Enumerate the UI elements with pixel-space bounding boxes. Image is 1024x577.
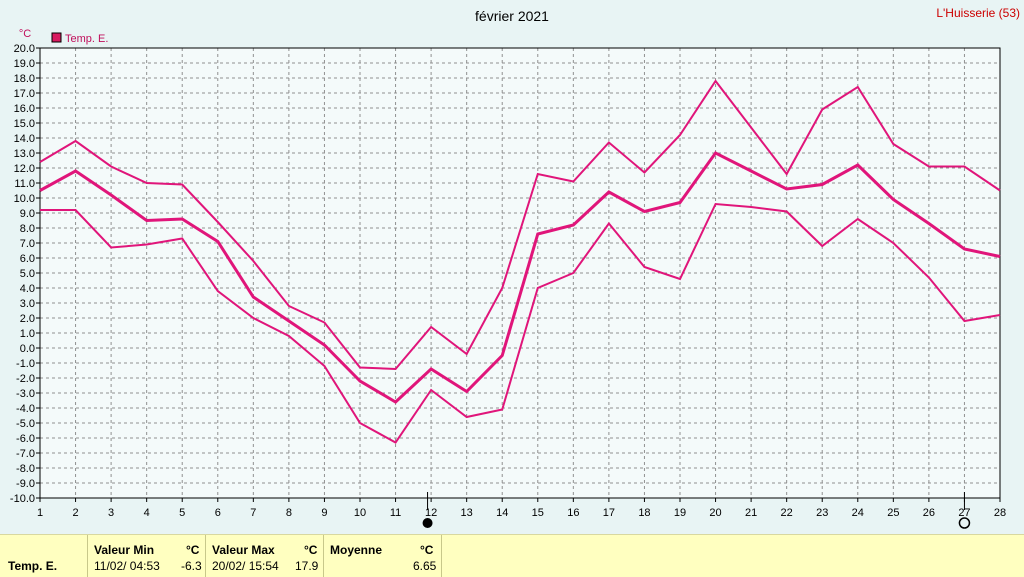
x-tick-label: 28 — [994, 507, 1006, 519]
y-tick-label: 7.0 — [20, 238, 35, 250]
legend-label: Temp. E. — [65, 33, 108, 45]
plot-frame — [39, 47, 1001, 499]
stats-separator — [87, 535, 88, 577]
y-tick-label: -10.0 — [10, 493, 35, 505]
x-tick-label: 19 — [674, 507, 686, 519]
y-tick-label: 10.0 — [14, 193, 35, 205]
x-tick-label: 22 — [781, 507, 793, 519]
stats-min-value: -6.3 — [181, 559, 202, 573]
x-tick-label: 15 — [532, 507, 544, 519]
x-tick-label: 17 — [603, 507, 615, 519]
x-tick-label: 26 — [923, 507, 935, 519]
temperature-chart: février 2021 L'Huisserie (53) °C Temp. E… — [10, 6, 1020, 529]
stats-series-label: Temp. E. — [8, 559, 58, 573]
stats-min-header: Valeur Min — [94, 543, 155, 557]
y-tick-label: -2.0 — [16, 373, 35, 385]
stats-min-date: 11/02/ 04:53 — [94, 559, 160, 573]
x-tick-label: 4 — [144, 507, 150, 519]
x-tick-label: 8 — [286, 507, 292, 519]
x-tick-label: 24 — [852, 507, 864, 519]
series-line-mean — [39, 151, 1001, 404]
x-tick-label: 18 — [638, 507, 650, 519]
y-tick-label: 2.0 — [20, 313, 35, 325]
x-tick-label: 12 — [425, 507, 437, 519]
y-tick-label: 6.0 — [20, 253, 35, 265]
series-lines — [39, 79, 1001, 444]
grid — [40, 48, 1000, 498]
x-tick-label: 14 — [496, 507, 508, 519]
y-tick-label: -8.0 — [16, 463, 35, 475]
y-tick-label: 15.0 — [14, 118, 35, 130]
y-tick-label: 5.0 — [20, 268, 35, 280]
y-tick-label: -6.0 — [16, 433, 35, 445]
y-tick-label: 4.0 — [20, 283, 35, 295]
x-tick-label: 5 — [179, 507, 185, 519]
stats-max-header: Valeur Max — [212, 543, 275, 557]
series-line-min — [40, 202, 1001, 444]
y-tick-label: 8.0 — [20, 223, 35, 235]
y-tick-label: 12.0 — [14, 163, 35, 175]
stats-separator — [205, 535, 206, 577]
stats-separator — [441, 535, 442, 577]
x-tick-label: 25 — [887, 507, 899, 519]
stats-mean-unit: °C — [420, 543, 434, 557]
x-tick-label: 27 — [958, 507, 970, 519]
y-tick-label: -3.0 — [16, 388, 35, 400]
y-tick-label: 18.0 — [14, 73, 35, 85]
stats-mean-value: 6.65 — [413, 559, 437, 573]
stats-max-date: 20/02/ 15:54 — [212, 559, 279, 573]
x-tick-label: 13 — [461, 507, 473, 519]
stats-separator — [323, 535, 324, 577]
y-tick-label: 3.0 — [20, 298, 35, 310]
x-tick-label: 7 — [250, 507, 256, 519]
y-tick-label: 0.0 — [20, 343, 35, 355]
y-tick-label: 20.0 — [14, 43, 35, 55]
y-tick-label: -4.0 — [16, 403, 35, 415]
stats-panel: Temp. E. Valeur Min °C 11/02/ 04:53 -6.3… — [0, 534, 1024, 577]
new-moon-icon — [422, 518, 433, 528]
y-tick-label: 17.0 — [14, 88, 35, 100]
y-tick-label: -5.0 — [16, 418, 35, 430]
y-tick-label: 9.0 — [20, 208, 35, 220]
y-tick-label: -9.0 — [16, 478, 35, 490]
x-tick-label: 10 — [354, 507, 366, 519]
chart-title: février 2021 — [475, 8, 549, 24]
y-tick-label: 19.0 — [14, 58, 35, 70]
x-tick-label: 3 — [108, 507, 114, 519]
x-tick-label: 20 — [709, 507, 721, 519]
y-tick-label: 1.0 — [20, 328, 35, 340]
x-tick-label: 11 — [390, 507, 401, 519]
stats-min-unit: °C — [186, 543, 200, 557]
x-tick-label: 9 — [321, 507, 327, 519]
x-tick-label: 16 — [567, 507, 579, 519]
series-line-max — [39, 79, 1001, 371]
moon-markers — [422, 492, 971, 529]
y-tick-label: 11.0 — [14, 178, 35, 190]
location-label: L'Huisserie (53) — [936, 6, 1020, 20]
stats-max-value: 17.9 — [295, 559, 319, 573]
x-tick-label: 1 — [37, 507, 43, 519]
y-tick-label: -7.0 — [16, 448, 35, 460]
stats-mean-header: Moyenne — [330, 543, 383, 557]
stats-max-unit: °C — [304, 543, 318, 557]
legend-swatch — [51, 32, 62, 43]
y-tick-label: -1.0 — [16, 358, 35, 370]
full-moon-icon — [958, 517, 971, 529]
x-tick-label: 6 — [215, 507, 221, 519]
y-tick-label: 14.0 — [14, 133, 35, 145]
y-tick-label: 13.0 — [14, 148, 35, 160]
x-tick-label: 23 — [816, 507, 828, 519]
chart-area: février 2021 L'Huisserie (53) °C Temp. E… — [10, 6, 1020, 529]
x-tick-label: 2 — [72, 507, 78, 519]
y-axis-unit: °C — [19, 28, 31, 40]
y-tick-label: 16.0 — [14, 103, 35, 115]
x-tick-label: 21 — [745, 507, 757, 519]
